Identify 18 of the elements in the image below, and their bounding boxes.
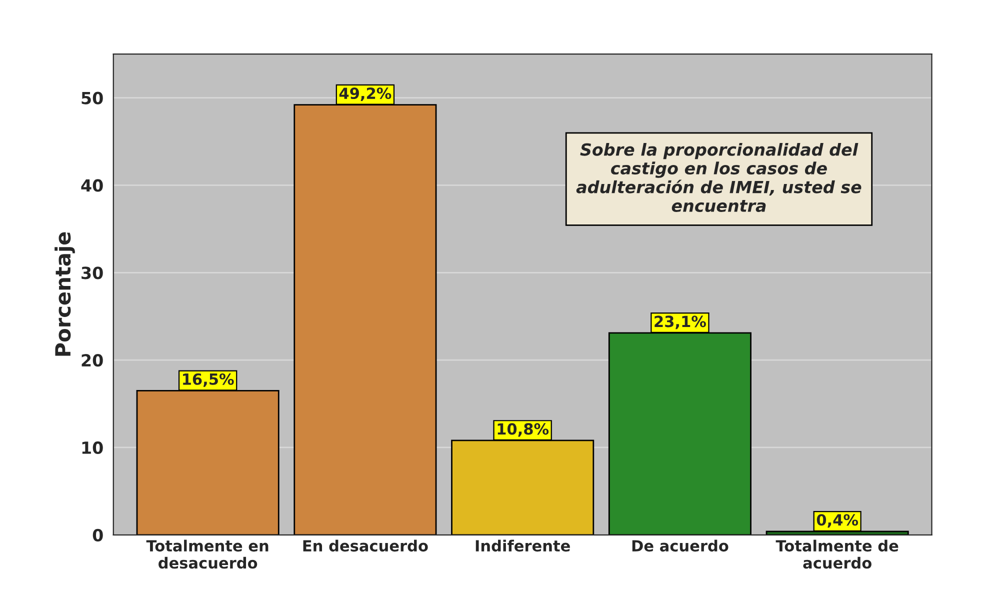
- data-label: 10,8%: [498, 423, 549, 437]
- data-label: 49,2%: [339, 88, 392, 102]
- x-tick-label: En desacuerdo: [303, 540, 428, 552]
- x-tick-label: Indiferente: [476, 540, 570, 552]
- data-label: 23,1%: [654, 316, 706, 330]
- y-tick-label: 30: [82, 266, 103, 280]
- y-tick-label: 20: [82, 354, 103, 367]
- x-tick-label: Totalmente de acuerdo: [776, 540, 898, 569]
- data-label: 0,4%: [816, 514, 858, 528]
- y-tick-label: 50: [82, 92, 103, 104]
- data-label: 16,5%: [183, 373, 234, 387]
- y-axis-title: Porcentaje: [54, 232, 75, 356]
- annotation: Sobre la proporcionalidad del castigo en los casos de adulteración de IMEI, usted se encuentra: [576, 142, 862, 212]
- y-tick-label: 0: [92, 528, 103, 542]
- x-tick-label: Totalmente en desacuerdo: [146, 540, 268, 569]
- x-tick-label: De acuerdo: [632, 540, 728, 552]
- y-tick-label: 10: [82, 441, 103, 454]
- y-tick-label: 40: [81, 179, 103, 192]
